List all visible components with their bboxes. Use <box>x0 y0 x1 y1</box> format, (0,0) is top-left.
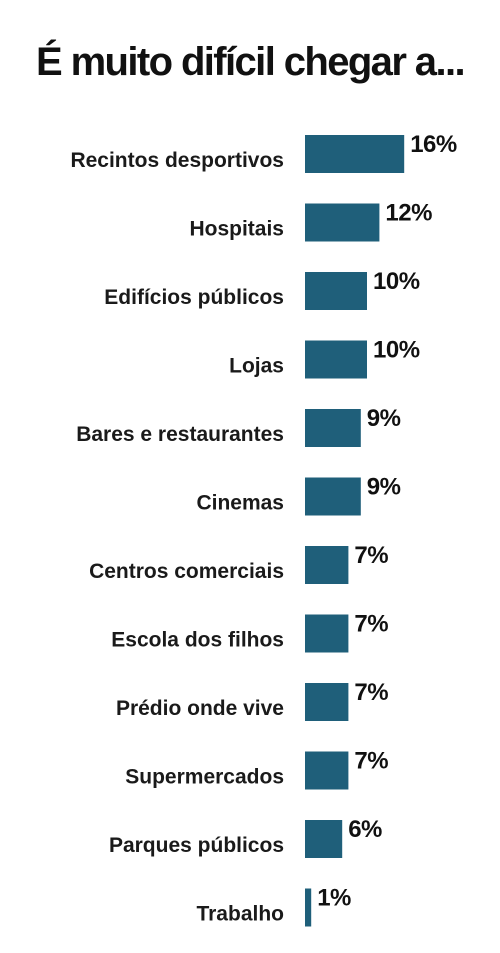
value-label: 9% <box>367 474 401 501</box>
bar-row: Trabalho 1% <box>196 885 352 927</box>
bar-row: Cinemas 9% <box>196 474 401 516</box>
bar <box>305 409 361 447</box>
bar-row: Prédio onde vive 7% <box>116 679 389 721</box>
bar <box>305 546 349 584</box>
bar-row: Bares e restaurantes 9% <box>76 405 401 447</box>
value-label: 7% <box>354 542 388 569</box>
category-label: Bares e restaurantes <box>76 423 284 446</box>
value-label: 7% <box>354 679 388 706</box>
category-label: Centros comerciais <box>89 560 284 583</box>
bar-row: Centros comerciais 7% <box>89 542 389 584</box>
value-label: 12% <box>385 200 432 227</box>
bars-layer: Recintos desportivos 16% Hospitais 12% Edifí… <box>70 131 457 927</box>
bar-row: Hospitais 12% <box>189 200 433 242</box>
chart-title: É muito difícil chegar a... <box>35 40 466 84</box>
bar <box>305 888 312 927</box>
category-label: Edifícios públicos <box>104 286 284 309</box>
bar-row: Edifícios públicos 10% <box>104 268 420 310</box>
category-label: Trabalho <box>196 903 284 926</box>
bar <box>305 203 380 242</box>
bar <box>305 477 361 516</box>
bar <box>305 614 349 653</box>
value-label: 7% <box>354 611 388 638</box>
bar <box>305 272 367 310</box>
category-label: Hospitais <box>189 218 284 241</box>
value-label: 10% <box>373 268 420 295</box>
bar <box>305 751 349 790</box>
bar <box>305 340 367 379</box>
bar <box>305 135 405 173</box>
category-label: Lojas <box>229 355 284 378</box>
bar-row: Parques públicos 6% <box>109 816 383 858</box>
category-label: Parques públicos <box>109 834 284 857</box>
bar <box>305 683 349 721</box>
value-label: 16% <box>410 131 457 158</box>
category-label: Recintos desportivos <box>70 149 284 172</box>
value-label: 9% <box>367 405 401 432</box>
bar <box>305 820 343 858</box>
bar-row: Escola dos filhos 7% <box>111 611 389 653</box>
value-label: 7% <box>354 748 388 775</box>
bar-row: Lojas 10% <box>229 337 420 379</box>
value-label: 1% <box>317 885 351 912</box>
category-label: Cinemas <box>196 492 284 515</box>
category-label: Supermercados <box>125 766 284 789</box>
category-label: Prédio onde vive <box>116 697 284 720</box>
value-label: 10% <box>373 337 420 364</box>
bar-row: Recintos desportivos 16% <box>70 131 457 173</box>
value-label: 6% <box>348 816 382 843</box>
bar-row: Supermercados 7% <box>125 748 389 790</box>
category-label: Escola dos filhos <box>111 629 284 652</box>
